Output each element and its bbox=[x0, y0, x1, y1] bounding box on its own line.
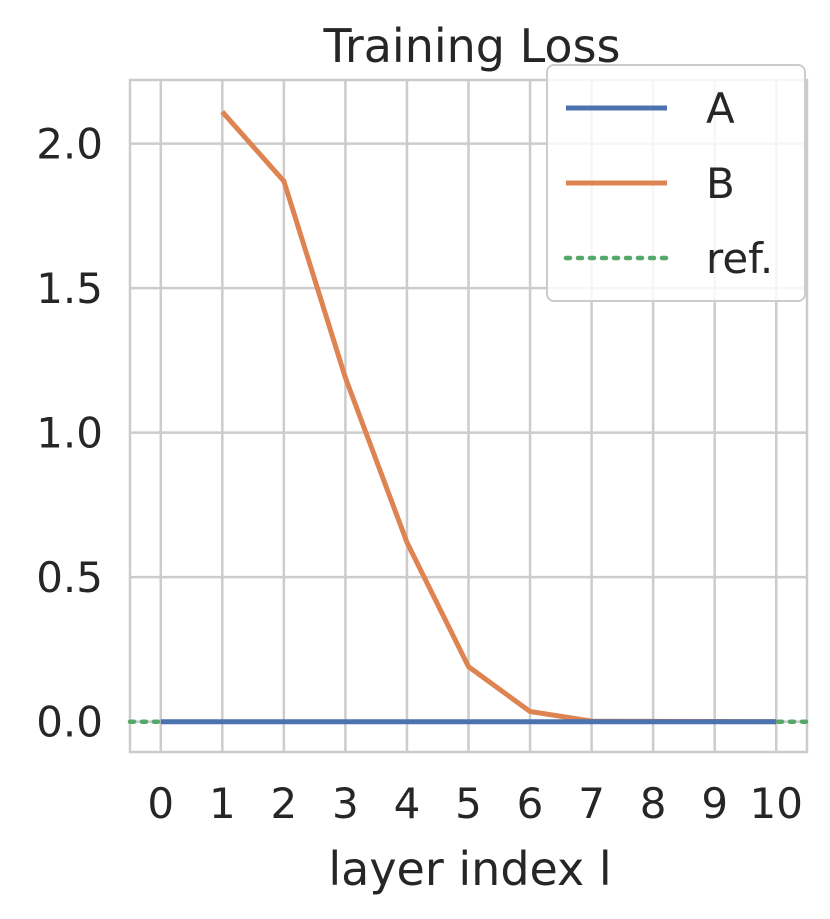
series-lines bbox=[127, 110, 810, 725]
x-tick-label: 4 bbox=[394, 779, 421, 828]
x-tick-label: 5 bbox=[455, 779, 482, 828]
x-axis-title: layer index l bbox=[328, 842, 611, 896]
y-tick-label: 0.0 bbox=[36, 698, 103, 747]
legend-label: A bbox=[706, 84, 735, 133]
x-tick-label: 3 bbox=[332, 779, 359, 828]
y-tick-label: 1.5 bbox=[36, 264, 103, 313]
x-tick-label: 0 bbox=[147, 779, 174, 828]
legend-label: B bbox=[706, 159, 735, 208]
x-tick-label: 9 bbox=[701, 779, 728, 828]
x-tick-label: 10 bbox=[750, 779, 803, 828]
x-tick-label: 6 bbox=[517, 779, 544, 828]
plot-area-frame bbox=[128, 78, 809, 754]
y-tick-labels: 0.0 0.5 1.0 1.5 2.0 bbox=[36, 120, 103, 747]
x-tick-label: 1 bbox=[209, 779, 236, 828]
x-tick-label: 7 bbox=[578, 779, 605, 828]
x-tick-labels: 0 1 2 3 4 5 6 7 8 9 10 bbox=[147, 779, 803, 828]
y-tick-label: 1.0 bbox=[36, 409, 103, 458]
legend-label: ref. bbox=[706, 234, 773, 283]
x-tick-label: 2 bbox=[270, 779, 297, 828]
legend-box bbox=[546, 64, 806, 302]
y-tick-label: 0.5 bbox=[36, 553, 103, 602]
y-tick-label: 2.0 bbox=[36, 120, 103, 169]
x-tick-label: 8 bbox=[640, 779, 667, 828]
